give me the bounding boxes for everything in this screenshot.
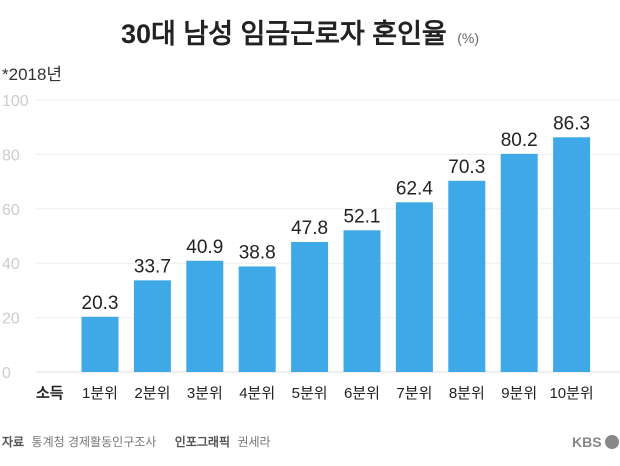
y-tick-label: 40: [2, 256, 20, 273]
bar: [81, 316, 119, 372]
data-label: 80.2: [501, 130, 538, 151]
data-label: 86.3: [553, 113, 590, 134]
kbs-logo: KBS: [572, 434, 619, 450]
bar: [133, 280, 171, 372]
data-label: 33.7: [134, 256, 171, 277]
data-label: 20.3: [82, 293, 119, 314]
x-tick-label: 7분위: [396, 385, 432, 402]
x-tick-label: 9분위: [501, 385, 537, 402]
source-text: 자료 통계청 경제활동인구조사 인포그래픽 권세라: [2, 433, 271, 450]
y-tick-label: 80: [2, 147, 20, 164]
y-tick-label: 0: [2, 365, 11, 382]
y-tick-label: 100: [2, 93, 29, 110]
x-tick-label: 5분위: [292, 385, 328, 402]
x-tick-label: 2분위: [134, 385, 170, 402]
data-label: 52.1: [344, 206, 381, 227]
bar: [343, 230, 381, 372]
y-tick-label: 60: [2, 202, 20, 219]
data-label: 62.4: [396, 178, 433, 199]
x-tick-label: 1분위: [82, 385, 118, 402]
data-label: 40.9: [186, 237, 223, 258]
x-tick-label: 6분위: [344, 385, 380, 402]
x-tick-label: 10분위: [549, 385, 593, 402]
bar: [553, 137, 591, 372]
x-axis-label: 소득: [36, 385, 64, 402]
chart-title: 30대 남성 임금근로자 혼인율 (%): [121, 19, 479, 49]
y-tick-label: 20: [2, 311, 20, 328]
bar: [186, 260, 224, 372]
bar: [291, 241, 329, 372]
x-tick-label: 4분위: [239, 385, 275, 402]
bar: [395, 202, 433, 372]
bar: [238, 266, 276, 372]
kbs-logo-icon: [605, 435, 619, 449]
bar: [500, 153, 538, 372]
x-tick-label: 8분위: [449, 385, 485, 402]
data-label: 47.8: [291, 218, 328, 239]
kbs-logo-text: KBS: [572, 434, 602, 450]
year-note: *2018년: [2, 65, 62, 84]
data-label: 70.3: [448, 157, 485, 178]
x-tick-label: 3분위: [187, 385, 223, 402]
data-label: 38.8: [239, 242, 276, 263]
bar: [448, 180, 486, 372]
